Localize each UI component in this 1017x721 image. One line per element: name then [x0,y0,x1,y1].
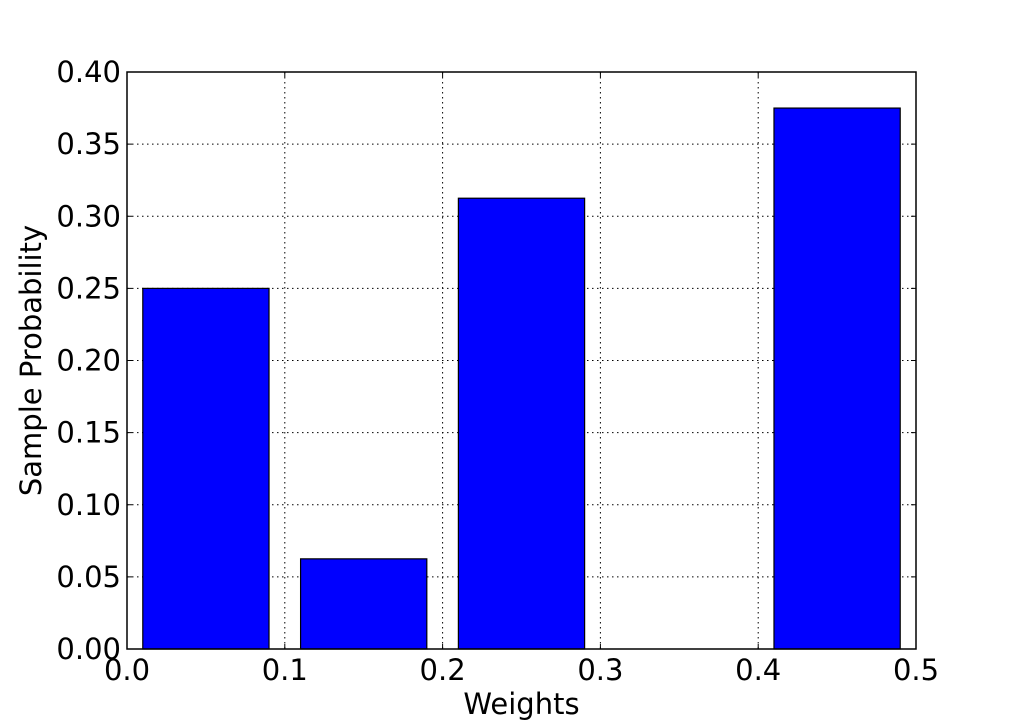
x-tick-label: 0.2 [420,653,466,687]
x-tick-label: 0.4 [735,653,781,687]
y-tick-label: 0.10 [56,488,121,522]
y-tick-label: 0.30 [56,199,121,233]
x-tick-label: 0.5 [893,653,939,687]
x-tick-label: 0.1 [262,653,308,687]
bar [457,197,586,650]
y-tick-label: 0.35 [56,127,121,161]
ticks [126,71,917,650]
y-tick-label: 0.25 [56,271,121,305]
x-axis-label: Weights [463,687,579,721]
y-tick-label: 0.05 [56,560,121,594]
y-tick-labels: 0.00 0.05 0.10 0.15 0.20 0.25 0.30 0.35 0.40 [56,55,121,666]
bar [773,107,901,650]
y-tick-label: 0.40 [56,55,121,89]
x-tick-label: 0.0 [104,653,150,687]
y-tick-label: 0.20 [56,344,121,378]
x-tick-label: 0.3 [577,653,623,687]
x-tick-labels: 0.0 0.1 0.2 0.3 0.4 0.5 [104,653,939,687]
bar [299,558,428,650]
y-axis-label: Sample Probability [14,225,48,496]
y-tick-label: 0.15 [56,416,121,450]
y-tick-label: 0.00 [56,632,121,666]
bar [142,287,270,650]
